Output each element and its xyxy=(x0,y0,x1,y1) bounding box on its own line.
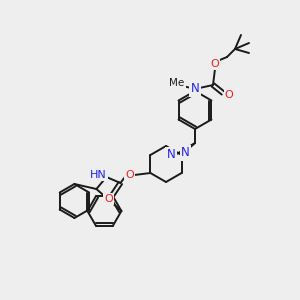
Text: O: O xyxy=(225,90,233,100)
Text: N: N xyxy=(167,148,176,161)
Text: O: O xyxy=(104,194,113,204)
Text: N: N xyxy=(190,82,200,95)
Text: HN: HN xyxy=(90,170,107,180)
Text: O: O xyxy=(125,170,134,180)
Text: N: N xyxy=(181,146,190,160)
Text: O: O xyxy=(211,59,219,69)
Text: Me: Me xyxy=(169,78,184,88)
